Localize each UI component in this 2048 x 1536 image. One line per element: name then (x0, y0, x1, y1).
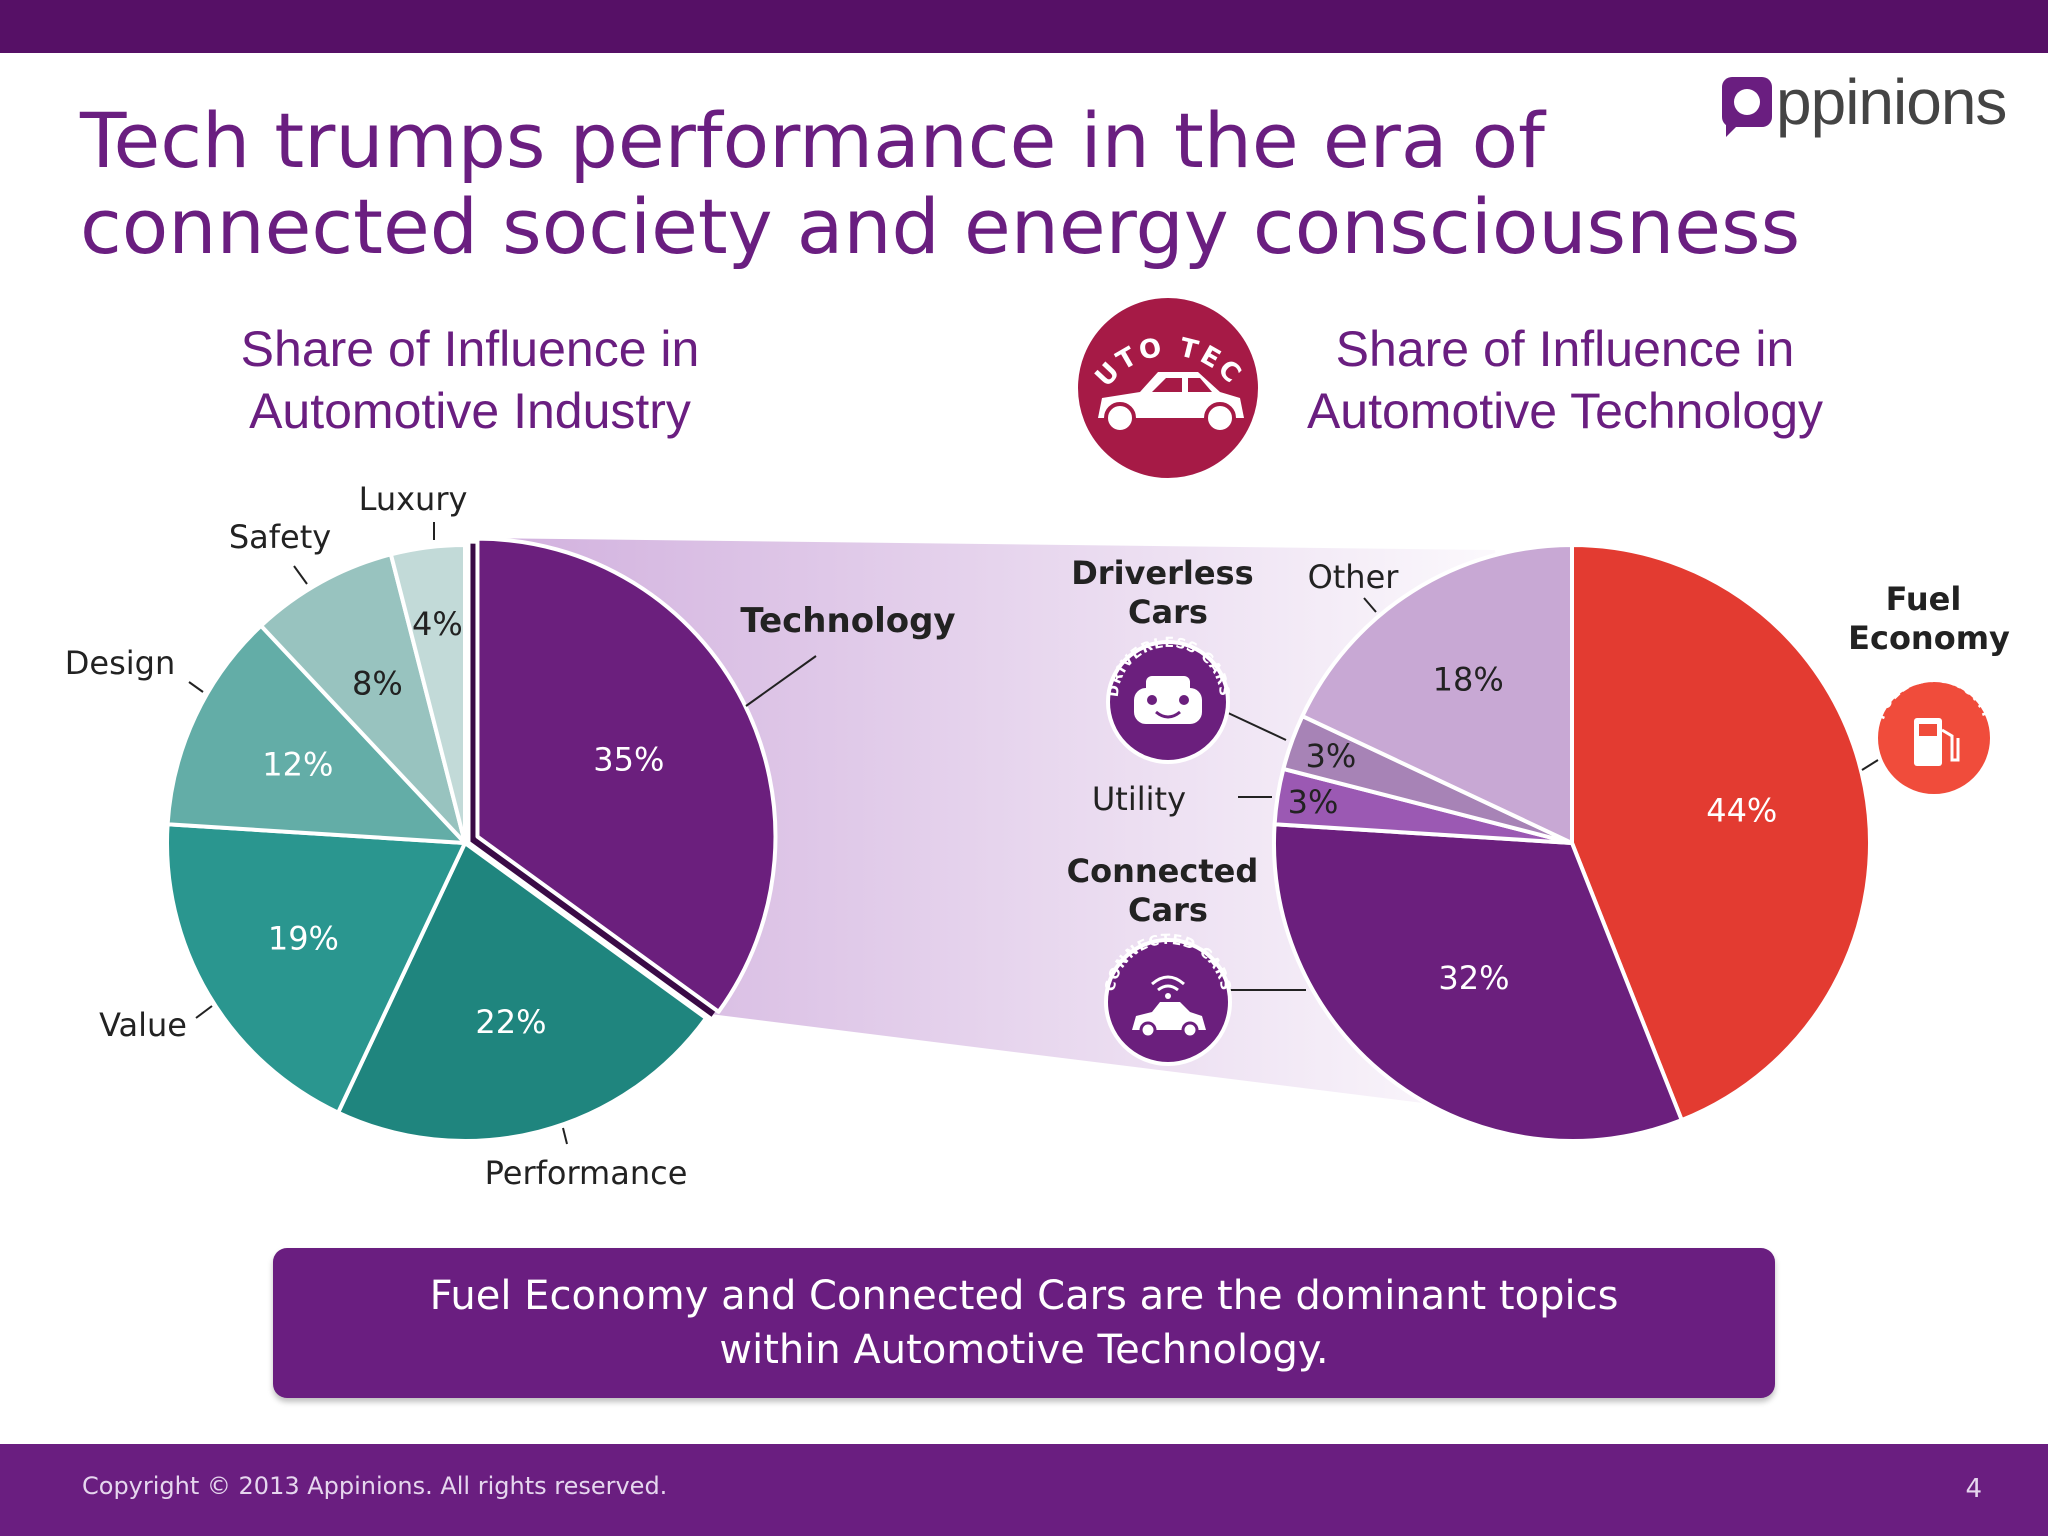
fuel-pump-icon (1914, 718, 1960, 766)
car-icon (1098, 372, 1244, 434)
industry-value-label-value: 19% (268, 920, 339, 958)
label-connected-line-2: Cars (1128, 891, 1208, 929)
label-driverless-line-1: Driverless (1071, 554, 1253, 592)
industry-slice-value (165, 822, 467, 1115)
safety-leader-line (293, 565, 308, 585)
label-value: Value (99, 1006, 187, 1044)
label-driverless-line-2: Cars (1128, 593, 1208, 631)
callout-line-2: within Automotive Technology. (719, 1327, 1329, 1373)
industry-chart-title: Share of Influence in Automotive Industr… (180, 318, 760, 442)
label-other: Other (1308, 558, 1400, 596)
label-technology: Technology (740, 601, 955, 641)
label-luxury: Luxury (359, 480, 468, 518)
label-driverless-cars: Driverless Cars (1071, 554, 1265, 631)
industry-slice-technology (475, 536, 778, 1014)
industry-slice-design (165, 623, 467, 845)
label-fuel-economy: Fuel Economy (1848, 580, 2010, 657)
industry-chart-title-line-2: Automotive Industry (249, 383, 691, 439)
driverless-leader-line (1225, 711, 1287, 741)
page-number: 4 (1965, 1474, 1982, 1504)
technology-value-label-fuel-economy: 44% (1706, 792, 1777, 830)
wifi-car-icon (1132, 975, 1206, 1039)
smiling-car-icon (1134, 676, 1202, 724)
logo-wordmark: ppinions (1776, 66, 2007, 138)
logo-speech-bubble-icon (1722, 77, 1772, 137)
other-leader-line (1363, 597, 1377, 613)
label-design: Design (65, 644, 175, 682)
auto-tech-badge-text: AUTO TECH (0, 0, 1249, 393)
technology-chart-title: Share of Influence in Automotive Technol… (1280, 318, 1850, 442)
label-safety: Safety (229, 518, 331, 556)
industry-slice-luxury (388, 543, 467, 845)
industry-value-label-performance: 22% (475, 1003, 546, 1041)
industry-value-label-luxury: 4% (412, 605, 463, 643)
industry-value-label-technology: 35% (593, 741, 664, 779)
label-performance: Performance (485, 1154, 688, 1192)
label-fuel-economy-line-2: Economy (1848, 619, 2010, 657)
technology-value-label-utility: 3% (1288, 783, 1339, 821)
fuel-economy-badge: FUEL ECONOMY (1872, 670, 1995, 798)
industry-slice-safety (259, 552, 467, 845)
page-title: Tech trumps performance in the era of co… (80, 96, 1801, 271)
industry-value-label-safety: 8% (352, 665, 403, 703)
industry-value-label-design: 12% (262, 745, 333, 783)
explode-connector (480, 538, 1575, 1122)
label-connected-line-1: Connected (1067, 852, 1259, 890)
copyright-text: Copyright © 2013 Appinions. All rights r… (82, 1472, 668, 1500)
appinions-logo: ppinions (1722, 62, 2022, 142)
fuel-leader-line (1861, 759, 1879, 771)
title-line-2: connected society and energy consciousne… (80, 182, 1801, 271)
industry-pie: 35% 22% 19% 12% 8%4% (165, 536, 778, 1143)
industry-pie-labels: Technology Performance Value Design Safe… (65, 480, 956, 1192)
auto-tech-badge: AUTO TECH (0, 0, 1262, 482)
label-fuel-economy-line-1: Fuel (1886, 580, 1962, 618)
industry-chart-title-line-1: Share of Influence in (240, 321, 700, 377)
technology-chart-title-line-1: Share of Influence in (1335, 321, 1795, 377)
driverless-cars-badge: DRIVERLESS CARS (1106, 635, 1231, 764)
technology-pie: 44% 32% 3% 3% 18% (1272, 543, 1872, 1143)
design-leader-line (188, 681, 204, 693)
technology-slice-connected-cars (1272, 822, 1684, 1143)
technology-value-label-connected-cars: 32% (1438, 959, 1509, 997)
value-leader-line (195, 1005, 213, 1019)
callout-line-1: Fuel Economy and Connected Cars are the … (429, 1273, 1619, 1319)
technology-pie-labels: Fuel Economy Driverless Cars Utility Con… (1067, 554, 2010, 991)
technology-value-label-driverless-cars: 3% (1305, 737, 1356, 775)
label-utility: Utility (1092, 780, 1186, 818)
technology-leader-line (745, 655, 817, 707)
footer-bar (0, 1444, 2048, 1536)
summary-callout: Fuel Economy and Connected Cars are the … (273, 1248, 1775, 1398)
charts-canvas: 35% 22% 19% 12% 8%4% 44% 32% 3% 3% 18% Technolog… (0, 0, 2011, 1192)
technology-slice-fuel-economy (1570, 543, 1872, 1123)
title-line-1: Tech trumps performance in the era of (80, 96, 1545, 185)
technology-slice-other (1300, 543, 1574, 845)
performance-leader-line (562, 1127, 568, 1145)
label-connected-cars: Connected Cars (1067, 852, 1270, 929)
technology-value-label-other: 18% (1433, 660, 1504, 698)
technology-chart-title-line-2: Automotive Technology (1306, 383, 1824, 439)
top-header-bar (0, 0, 2048, 53)
